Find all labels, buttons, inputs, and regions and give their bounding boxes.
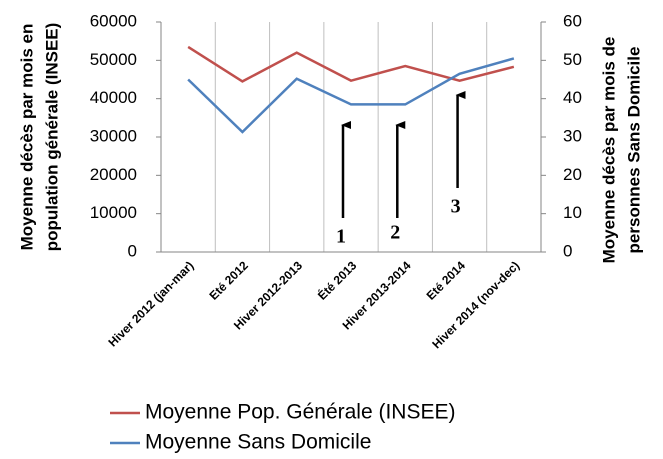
line (187, 57, 515, 134)
y2-tick-label: 20 (563, 165, 582, 184)
x-tick-label: Été 2013 (314, 258, 359, 303)
y2-tick-label: 10 (563, 203, 582, 222)
x-tick-label: Eté 2012 (206, 258, 251, 303)
annotation: 2 (390, 222, 400, 244)
y2-tick-label: 0 (563, 241, 572, 260)
annotation: 3 (451, 196, 461, 218)
legend-label: Moyenne Pop. Générale (INSEE) (145, 401, 456, 424)
y-tick-label: 0 (128, 241, 137, 260)
legend-label: Moyenne Sans Domicile (145, 431, 371, 454)
y2-tick-label: 60 (563, 11, 582, 30)
y-tick-label: 40000 (90, 88, 137, 107)
y2-tick-label: 40 (563, 88, 582, 107)
x-tick-label: Hiver 2012 (jan-mar) (105, 258, 196, 349)
y-tick-label: 10000 (90, 203, 137, 222)
y2-axis-title: personnes Sans Domicile (624, 47, 643, 254)
y2-tick-label: 30 (563, 126, 582, 145)
y-tick-label: 50000 (90, 50, 137, 69)
line (187, 45, 515, 83)
annotation: 1 (336, 226, 346, 248)
y-tick-label: 20000 (90, 165, 137, 184)
x-tick-label: Eté 2014 (424, 258, 469, 303)
y-axis-title: Moyenne décès par mois en (17, 24, 36, 251)
y2-tick-label: 50 (563, 50, 582, 69)
y-tick-label: 30000 (90, 126, 137, 145)
y-tick-label: 60000 (90, 11, 137, 30)
y2-axis-title: Moyenne décès par mois de (599, 37, 618, 264)
y-axis-title: population générale (INSEE) (42, 23, 61, 252)
